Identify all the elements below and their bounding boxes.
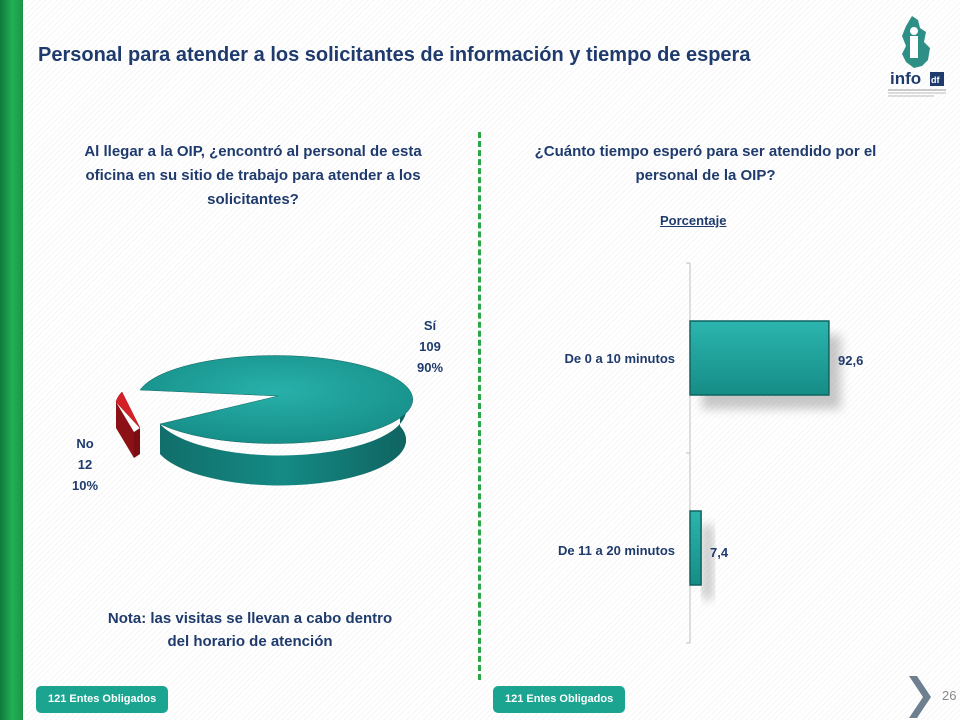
bar-chart [686,262,841,644]
pie-label-si-value: 109 [419,339,441,354]
footer-badge-left: 121 Entes Obligados [36,686,169,713]
pie-slice-no-side [116,402,134,458]
pie-question: Al llegar a la OIP, ¿encontró al persona… [84,143,422,208]
pie-label-no-value: 12 [77,457,93,472]
info-df-logo: info df [888,16,946,97]
footer-badge-right: 121 Entes Obligados [493,686,626,713]
page-number: 26 [942,688,957,703]
pie-slice-si [139,355,413,444]
logo-text: info [890,69,921,88]
pie-chart [115,355,413,486]
bar-value-label-1: 7,4 [710,545,729,560]
bar-shadow-1 [702,525,714,599]
next-chevron-icon[interactable] [905,674,933,720]
panel-divider [478,132,481,680]
pie-label-no-percent: 10% [71,478,99,493]
bar-value-label-0: 92,6 [838,353,864,368]
pie-label-si: Sí 109 90% [400,315,460,378]
pie-slice-si-side [160,396,407,486]
bar-chart-title: Porcentaje [660,213,727,228]
pie-label-si-name: Sí [423,318,437,333]
logo-subtext: df [931,75,940,85]
left-accent-bar [0,0,23,720]
pie-label-no-name: No [76,436,94,451]
bar-category-0: De 0 a 10 minutos [564,351,675,366]
bar-question: ¿Cuánto tiempo esperó para ser atendido … [534,143,877,184]
slide-title: Personal para atender a los solicitantes… [38,44,751,66]
bar-0 [689,320,830,396]
note-text: Nota: las visitas se llevan a cabo dentr… [107,610,393,650]
bar-1 [689,510,702,586]
pie-label-no: No 12 10% [55,433,115,496]
bar-category-1: De 11 a 20 minutos [557,543,675,558]
pie-label-si-percent: 90% [416,360,444,375]
